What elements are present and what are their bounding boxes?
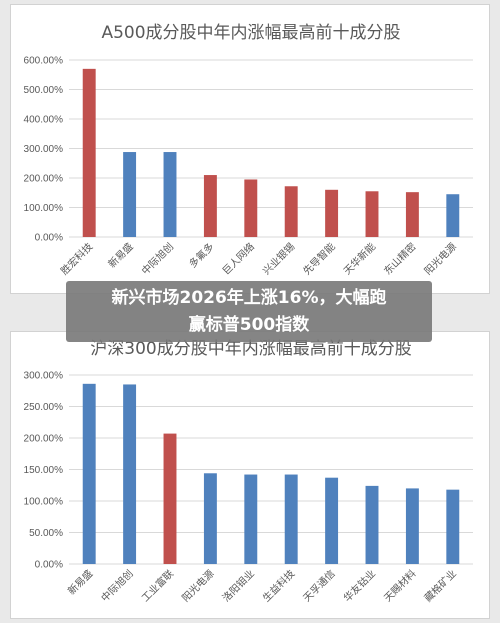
category-label: 天华新能 <box>341 240 378 277</box>
category-label: 工业富联 <box>139 567 176 604</box>
y-tick-label: 150.00% <box>24 465 64 476</box>
bar-5 <box>244 179 258 237</box>
category-label: 华友钴业 <box>341 567 378 604</box>
category-label: 巨人网络 <box>219 240 256 277</box>
category-label: 中际旭创 <box>139 240 176 277</box>
y-tick-label: 0.00% <box>35 560 63 571</box>
y-tick-label: 200.00% <box>24 174 64 185</box>
bar-8 <box>365 191 379 237</box>
bar-3 <box>163 433 177 564</box>
category-label: 阳光电源 <box>421 240 458 277</box>
y-tick-label: 250.00% <box>24 402 64 413</box>
chart-title: A500成分股中年内涨幅最高前十成分股 <box>101 23 400 43</box>
chart-title: 沪深300成分股中年内涨幅最高前十成分股 <box>90 339 411 359</box>
headline-line-1: 新兴市场2026年上涨16%，大幅跑 <box>111 287 387 308</box>
chart-a500: A500成分股中年内涨幅最高前十成分股 0.00% 100.00% 200.00% 30… <box>24 23 473 277</box>
bar-1 <box>82 68 96 237</box>
bar-3 <box>163 152 177 237</box>
category-label: 洛阳钼业 <box>219 567 256 604</box>
category-label: 中际旭创 <box>98 567 135 604</box>
y-tick-label: 500.00% <box>24 85 64 96</box>
bar-9 <box>405 192 419 237</box>
category-label: 东山精密 <box>381 240 418 277</box>
headline-banner: 新兴市场2026年上涨16%，大幅跑 赢标普500指数 <box>66 281 432 342</box>
bar-4 <box>203 473 217 564</box>
y-tick-label: 400.00% <box>24 115 64 126</box>
chart-panel-hs300: 沪深300成分股中年内涨幅最高前十成分股 0.00% 50.00% 100.00% 15… <box>10 331 490 619</box>
category-label: 新易盛 <box>65 567 95 597</box>
y-tick-label: 600.00% <box>24 56 64 67</box>
bar-7 <box>325 189 339 237</box>
y-tick-label: 200.00% <box>24 434 64 445</box>
chart-panel-a500: A500成分股中年内涨幅最高前十成分股 0.00% 100.00% 200.00% 30… <box>10 4 490 294</box>
chart-hs300: 沪深300成分股中年内涨幅最高前十成分股 0.00% 50.00% 100.00% 15… <box>24 339 473 605</box>
bar-10 <box>446 489 460 564</box>
bar-2 <box>123 152 137 237</box>
category-label: 天赐材料 <box>381 567 418 604</box>
category-label: 多氟多 <box>186 240 216 270</box>
category-label: 藏格矿业 <box>421 567 458 604</box>
y-tick-label: 100.00% <box>24 203 64 214</box>
category-label: 兴业银锡 <box>260 240 297 277</box>
category-label: 新易盛 <box>105 240 135 270</box>
category-label: 天孚通信 <box>301 568 338 605</box>
bar-4 <box>203 175 217 237</box>
headline-line-2: 赢标普500指数 <box>188 314 310 335</box>
category-label: 先导智能 <box>300 240 337 277</box>
bar-8 <box>365 485 379 564</box>
bar-9 <box>405 488 419 564</box>
y-tick-label: 0.00% <box>35 233 63 244</box>
bar-5 <box>244 474 258 564</box>
bar-1 <box>82 383 96 564</box>
bar-6 <box>284 186 298 237</box>
category-label: 胜宏科技 <box>58 240 95 277</box>
bar-10 <box>446 194 460 237</box>
category-label: 生益科技 <box>260 567 297 604</box>
y-tick-label: 50.00% <box>29 528 63 539</box>
y-tick-label: 300.00% <box>24 144 64 155</box>
category-label: 阳光电源 <box>179 567 216 604</box>
y-tick-label: 300.00% <box>24 371 64 382</box>
bar-2 <box>123 384 137 564</box>
bar-7 <box>325 477 339 564</box>
bar-6 <box>284 474 298 564</box>
y-tick-label: 100.00% <box>24 497 64 508</box>
